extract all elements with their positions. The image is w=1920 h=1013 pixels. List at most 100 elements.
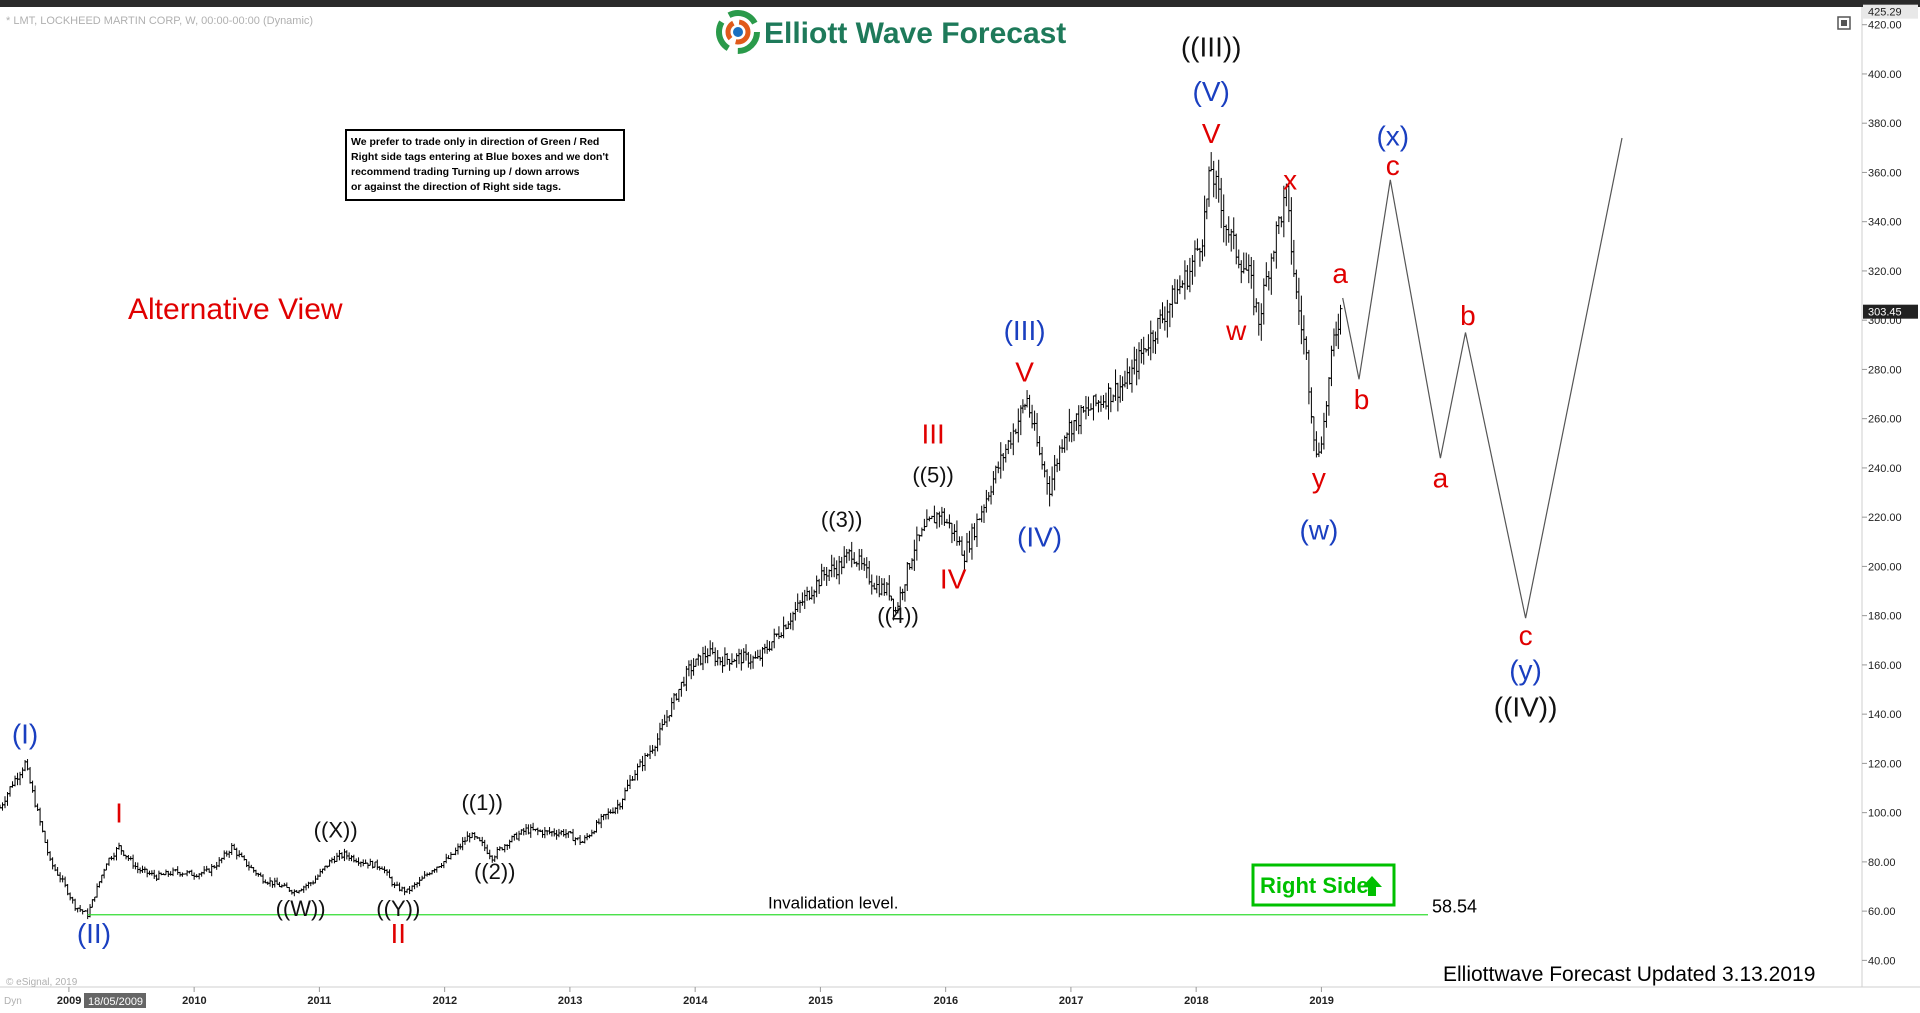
- x-tick-label: 2011: [307, 995, 331, 1007]
- x-tick-label: 2012: [433, 995, 457, 1007]
- wave-label: IV: [940, 564, 967, 595]
- wave-label: V: [1202, 118, 1221, 149]
- y-tick-label: 340.00: [1868, 217, 1902, 229]
- notice-line-1: We prefer to trade only in direction of …: [351, 136, 599, 148]
- y-axis-ticks: 40.00 60.00 80.00 100.00 120.00 140.00 160.00 1…: [1862, 4, 1918, 967]
- wave-label: (w): [1299, 514, 1338, 545]
- x-tick-label: 2017: [1059, 995, 1083, 1007]
- notice-box: We prefer to trade only in direction of …: [345, 129, 625, 201]
- wave-label: ((5)): [912, 463, 954, 488]
- wave-label: (I): [12, 719, 38, 750]
- y-tick-label: 180.00: [1868, 611, 1902, 623]
- wave-label: ((3)): [821, 507, 863, 532]
- view-title: Alternative View: [128, 293, 343, 326]
- notice-line-3: recommend trading Turning up / down arro…: [351, 166, 580, 178]
- symbol-line: * LMT, LOCKHEED MARTIN CORP, W, 00:00-00…: [6, 15, 313, 27]
- invalidation-value: 58.54: [1432, 897, 1477, 917]
- logo-icon-inner: [725, 19, 751, 45]
- y-tick-label: 380.00: [1868, 118, 1902, 130]
- wave-label: (III): [1004, 315, 1046, 346]
- copyright: © eSignal, 2019: [6, 977, 78, 988]
- y-tick-label: 360.00: [1868, 167, 1902, 179]
- x-tick-label: 2009: [57, 995, 81, 1007]
- notice-frame: [345, 129, 625, 201]
- invalidation-label: Invalidation level.: [768, 894, 898, 913]
- wave-label: a: [1433, 463, 1449, 494]
- wave-label: x: [1283, 165, 1297, 196]
- wave-label: c: [1519, 620, 1533, 651]
- brand-name: Elliott Wave Forecast: [764, 17, 1066, 50]
- cursor-date-box: [84, 993, 146, 1008]
- y-tick-label: 260.00: [1868, 414, 1902, 426]
- x-axis-ticks: 2009 2010 2011 2012 2013 2014 2015 2016 2017 2018…: [57, 987, 1334, 1007]
- y-tick-label: 100.00: [1868, 808, 1902, 820]
- y-tick-label: 420.00: [1868, 20, 1902, 32]
- wave-label: (y): [1509, 655, 1542, 686]
- cursor-date: 18/05/2009: [88, 996, 143, 1008]
- footer-updated: Elliottwave Forecast Updated 3.13.2019: [1443, 963, 1815, 986]
- wave-label: (II): [77, 918, 111, 949]
- wave-label: (x): [1376, 120, 1409, 151]
- right-axis-panel: [1862, 7, 1920, 987]
- y-tick-label: 220.00: [1868, 512, 1902, 524]
- x-tick-label: 2013: [558, 995, 582, 1007]
- wave-label: V: [1015, 357, 1034, 388]
- brand-logo: Elliott Wave Forecast: [716, 10, 1066, 54]
- y-tick-label: 40.00: [1868, 955, 1896, 967]
- x-tick-label: 2014: [683, 995, 708, 1007]
- up-arrow-icon: [1362, 876, 1382, 896]
- price-bars: [0, 152, 1343, 920]
- wave-label: (IV): [1017, 522, 1062, 553]
- wave-label: (V): [1193, 76, 1230, 107]
- x-tick-label: 2018: [1184, 995, 1208, 1007]
- wave-label: ((IV)): [1494, 692, 1558, 723]
- window-restore-icon[interactable]: [1837, 16, 1851, 30]
- wave-label: b: [1460, 300, 1476, 331]
- wave-labels: (I) (II) I ((W)) ((X)) ((Y))II ((1)) ((2)) ((3))…: [12, 32, 1558, 949]
- wave-label: ((III)): [1181, 32, 1242, 63]
- bottom-axis-panel: [0, 988, 1920, 1013]
- top-price-box: [1863, 4, 1918, 19]
- wave-label: y: [1312, 463, 1326, 494]
- y-tick-label: 200.00: [1868, 561, 1902, 573]
- invalidation-line-group: Invalidation level. 58.54: [87, 894, 1477, 917]
- wave-label: c: [1386, 150, 1400, 181]
- corner-tag: Dyn: [4, 996, 22, 1007]
- right-side-tag: Right Side: [1251, 863, 1396, 907]
- y-tick-label: 80.00: [1868, 857, 1896, 869]
- window-restore-icon-inner: [1841, 20, 1847, 26]
- wave-label: ((X)): [314, 817, 358, 842]
- y-tick-label: 160.00: [1868, 660, 1902, 672]
- top-dark-bar: [0, 0, 1920, 7]
- y-tick-label: 120.00: [1868, 758, 1902, 770]
- y-tick-label: 240.00: [1868, 463, 1902, 475]
- wave-label: ((W)): [276, 896, 326, 921]
- y-tick-label: 320.00: [1868, 266, 1902, 278]
- x-tick-label: 2010: [182, 995, 206, 1007]
- y-tick-label: 140.00: [1868, 709, 1902, 721]
- y-tick-label: 60.00: [1868, 906, 1896, 918]
- notice-line-2: Right side tags entering at Blue boxes a…: [351, 151, 609, 163]
- logo-icon: [716, 10, 760, 54]
- wave-label: w: [1225, 315, 1247, 346]
- top-price-label: 425.29: [1868, 7, 1902, 19]
- logo-icon-core: [733, 27, 743, 37]
- projection-line: [1342, 137, 1623, 619]
- x-tick-label: 2019: [1309, 995, 1333, 1007]
- wave-label: ((4)): [877, 603, 919, 628]
- wave-label: b: [1354, 384, 1370, 415]
- wave-label: a: [1332, 258, 1348, 289]
- y-tick-label: 400.00: [1868, 69, 1902, 81]
- last-price-box: [1863, 304, 1918, 319]
- projection-path: [1342, 137, 1623, 619]
- wave-label: III: [921, 418, 944, 449]
- x-tick-label: 2015: [808, 995, 832, 1007]
- y-tick-label: 280.00: [1868, 364, 1902, 376]
- wave-label: ((2)): [474, 859, 516, 884]
- last-price-label: 303.45: [1868, 307, 1902, 319]
- wave-label: ((1)): [461, 790, 503, 815]
- wave-label: II: [391, 918, 407, 949]
